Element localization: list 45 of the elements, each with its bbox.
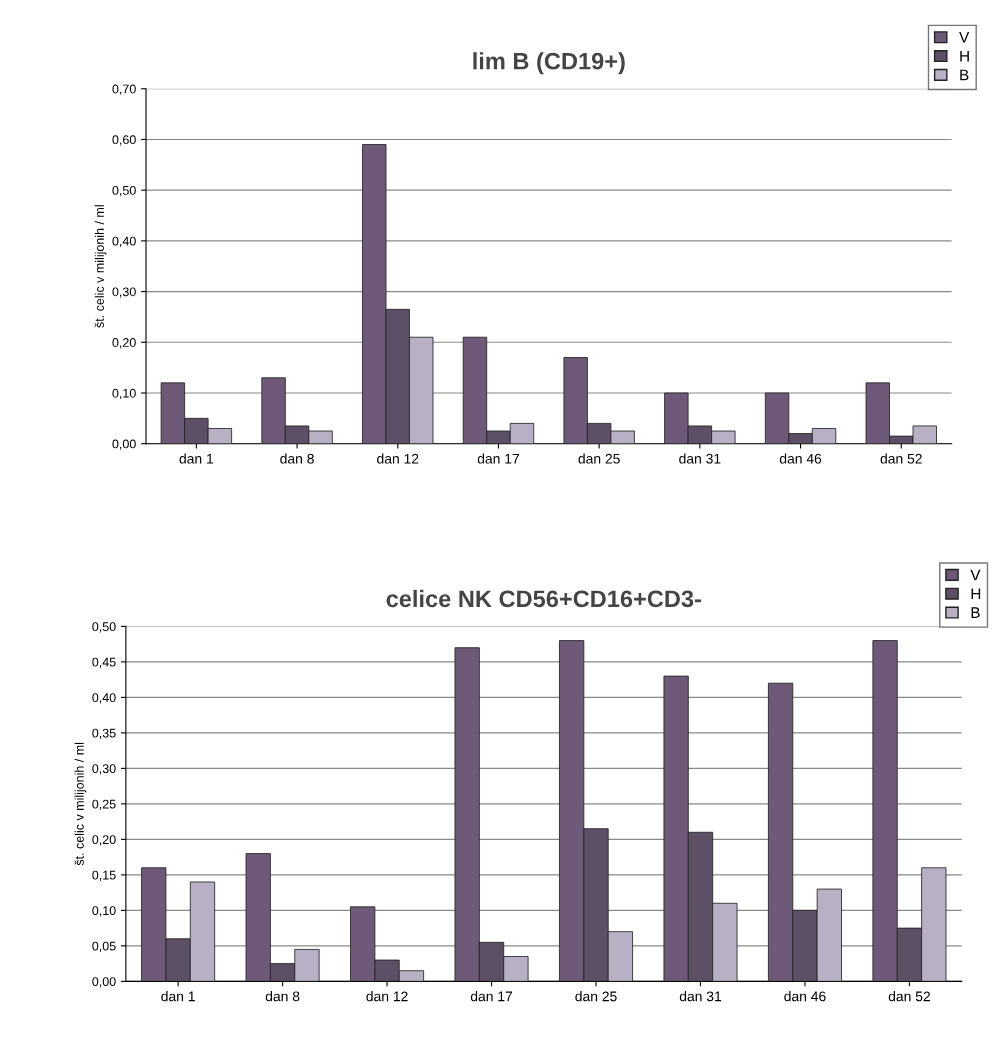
x-tick-label: dan 25 [575,991,617,1002]
x-tick-label: dan 31 [679,991,722,1002]
legend-label: B [960,69,969,81]
y-tick-label: 0,60 [112,135,136,146]
x-tick-label: dan 46 [779,453,822,464]
chart-title: celice NK CD56+CD16+CD3- [386,589,701,608]
chart-title: lim B (CD19+) [473,52,625,75]
legend-label: V [970,569,981,581]
x-tick-label: dan 8 [265,991,300,1002]
y-tick-label: 0,10 [92,906,116,917]
y-tick-label: 0,20 [112,338,136,349]
x-tick-label: dan 17 [477,453,520,464]
legend-label: H [960,50,969,62]
x-tick-label: dan 25 [578,453,620,464]
y-tick-label: 0,00 [92,977,116,988]
x-tick-label: dan 52 [888,991,930,1002]
x-tick-label: dan 52 [880,453,922,464]
y-tick-label: 0,35 [92,728,116,740]
x-tick-label: dan 12 [366,991,408,1002]
y-axis-title: št. celic v milijonih / ml [74,742,87,866]
y-tick-label: 0,30 [92,764,116,775]
x-tick-label: dan 46 [784,991,826,1002]
x-tick-label: dan 31 [679,453,721,464]
x-tick-label: dan 1 [179,453,214,464]
y-tick-label: 0,25 [92,799,116,811]
y-tick-label: 0,45 [92,657,116,669]
x-tick-label: dan 1 [161,991,195,1002]
x-tick-label: dan 12 [377,453,419,464]
y-tick-label: 0,70 [112,84,136,95]
y-tick-label: 0,50 [112,185,136,197]
legend-label: V [959,32,970,43]
y-tick-label: 0,40 [92,693,116,704]
legend-label: B [971,607,980,618]
y-tick-label: 0,05 [92,941,116,952]
y-tick-label: 0,20 [92,835,116,846]
y-tick-label: 0,10 [112,388,136,400]
x-tick-label: dan 8 [280,453,314,464]
y-tick-label: 0,40 [112,236,136,247]
legend-label: H [971,588,981,600]
y-tick-label: 0,15 [92,870,116,881]
x-tick-label: dan 17 [470,991,513,1002]
y-tick-label: 0,00 [112,439,136,450]
y-axis-title: št. celic v milijonih / ml [94,205,107,328]
y-tick-label: 0,30 [112,287,136,298]
y-tick-label: 0,50 [92,622,116,633]
